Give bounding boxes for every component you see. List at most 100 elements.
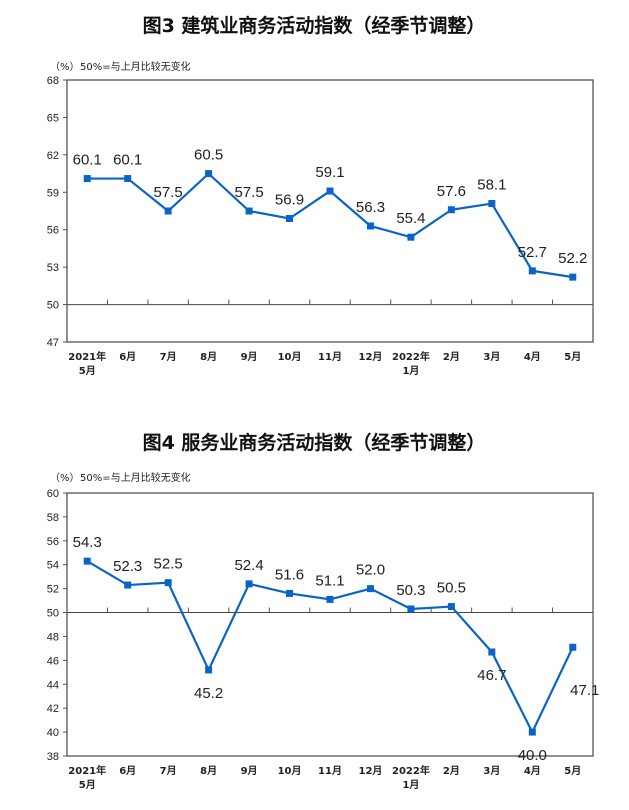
data-label: 55.4	[396, 210, 425, 227]
chart-note: 50%=与上月比较无变化	[80, 471, 191, 484]
x-tick-label: 7月	[160, 351, 177, 363]
chart-title: 图3 建筑业商务活动指数（经季节调整）	[143, 14, 486, 37]
x-tick-label: 6月	[119, 351, 136, 363]
data-label: 57.6	[437, 183, 466, 200]
data-point	[366, 222, 374, 230]
x-tick-label: 1月	[402, 779, 419, 791]
data-point	[407, 233, 415, 241]
y-tick-label: 52	[47, 584, 59, 596]
y-tick-label: 56	[47, 225, 59, 237]
y-tick-label: 56	[47, 536, 59, 548]
x-tick-label: 2021年	[68, 764, 106, 777]
data-point	[164, 579, 172, 587]
x-tick-label: 2月	[443, 351, 460, 363]
plot-frame	[66, 79, 594, 343]
data-label: 59.1	[315, 164, 344, 181]
data-point	[366, 585, 374, 593]
data-point	[83, 175, 91, 183]
y-unit: （%）	[50, 472, 80, 484]
data-point	[245, 207, 253, 215]
y-tick-label: 54	[47, 560, 59, 572]
x-tick-label: 5月	[564, 351, 581, 363]
x-tick-label: 5月	[79, 779, 96, 791]
x-tick-label: 12月	[359, 765, 383, 777]
data-label: 50.5	[437, 580, 466, 597]
data-point	[447, 206, 455, 214]
y-tick-label: 50	[47, 608, 59, 620]
x-tick-label: 10月	[278, 765, 302, 777]
data-point	[569, 643, 577, 651]
x-tick-label: 8月	[200, 351, 217, 363]
x-tick-label: 2022年	[392, 350, 430, 363]
y-tick-label: 42	[47, 703, 59, 715]
x-tick-label: 3月	[483, 351, 500, 363]
data-label: 57.5	[234, 184, 263, 201]
data-label: 60.5	[194, 147, 223, 164]
data-point	[447, 603, 455, 611]
chart-title: 图4 服务业商务活动指数（经季节调整）	[143, 431, 486, 454]
y-tick-label: 60	[47, 488, 59, 500]
data-label: 50.3	[396, 582, 425, 599]
data-point	[569, 273, 577, 281]
data-label: 40.0	[518, 747, 547, 764]
y-tick-label: 40	[47, 727, 59, 739]
data-point	[164, 207, 172, 215]
plot-frame	[66, 492, 594, 757]
data-label: 52.5	[154, 556, 183, 573]
data-label: 54.3	[73, 534, 102, 551]
data-label: 46.7	[477, 667, 506, 684]
y-tick-label: 53	[47, 262, 59, 274]
data-label: 45.2	[194, 685, 223, 702]
data-point	[83, 557, 91, 565]
y-tick-label: 48	[47, 631, 59, 643]
x-tick-label: 2021年	[68, 350, 106, 363]
data-point	[286, 589, 294, 597]
data-point	[528, 728, 536, 736]
x-tick-label: 8月	[200, 765, 217, 777]
x-tick-label: 3月	[483, 765, 500, 777]
y-tick-label: 59	[47, 187, 59, 199]
data-label: 56.3	[356, 199, 385, 216]
x-tick-label: 12月	[359, 351, 383, 363]
x-tick-label: 11月	[318, 765, 342, 777]
data-label: 58.1	[477, 177, 506, 194]
data-label: 52.4	[234, 557, 263, 574]
x-tick-label: 5月	[79, 365, 96, 377]
data-point	[245, 580, 253, 588]
data-point	[326, 187, 334, 195]
data-label: 56.9	[275, 191, 304, 208]
data-point	[488, 648, 496, 656]
data-point	[205, 170, 213, 178]
data-label: 51.1	[315, 572, 344, 589]
y-tick-label: 38	[47, 751, 59, 763]
data-point	[205, 666, 213, 674]
y-tick-label: 50	[47, 300, 59, 312]
data-point	[407, 605, 415, 613]
data-label: 60.1	[73, 152, 102, 169]
x-tick-label: 9月	[241, 351, 258, 363]
data-label: 52.0	[356, 562, 385, 579]
data-point	[326, 595, 334, 603]
chart-1: 图3 建筑业商务活动指数（经季节调整） （%） 50%=与上月比较无变化 47 50 53…	[47, 14, 594, 377]
y-tick-label: 44	[47, 679, 59, 691]
y-tick-label: 68	[47, 75, 59, 87]
x-tick-label: 6月	[119, 765, 136, 777]
x-tick-label: 11月	[318, 351, 342, 363]
x-tick-label: 2月	[443, 765, 460, 777]
data-label: 52.2	[558, 250, 587, 267]
data-point	[488, 200, 496, 208]
x-tick-label: 2022年	[392, 764, 430, 777]
y-tick-label: 46	[47, 655, 59, 667]
x-tick-label: 9月	[241, 765, 258, 777]
y-tick-label: 65	[47, 112, 59, 124]
data-label: 60.1	[113, 152, 142, 169]
x-tick-label: 1月	[402, 365, 419, 377]
x-tick-label: 5月	[564, 765, 581, 777]
chart-note: 50%=与上月比较无变化	[80, 60, 191, 73]
x-tick-label: 7月	[160, 765, 177, 777]
data-label: 47.1	[570, 682, 599, 699]
data-label: 51.6	[275, 566, 304, 583]
x-tick-label: 4月	[524, 765, 541, 777]
data-point	[124, 581, 132, 589]
